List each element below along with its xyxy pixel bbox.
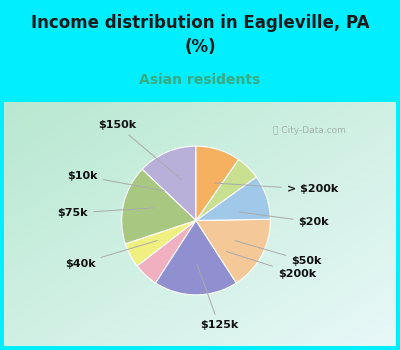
- Text: Asian residents: Asian residents: [139, 74, 261, 88]
- Text: $20k: $20k: [239, 212, 329, 227]
- Text: > $200k: > $200k: [215, 183, 338, 194]
- Wedge shape: [142, 146, 196, 220]
- Text: $200k: $200k: [226, 251, 316, 279]
- Text: $40k: $40k: [65, 240, 157, 269]
- Wedge shape: [196, 160, 256, 220]
- Wedge shape: [196, 146, 238, 220]
- Text: $75k: $75k: [58, 208, 154, 218]
- Wedge shape: [126, 220, 196, 266]
- Wedge shape: [196, 219, 270, 283]
- Text: $10k: $10k: [67, 171, 164, 191]
- Text: ⓘ City-Data.com: ⓘ City-Data.com: [273, 126, 346, 135]
- Wedge shape: [137, 220, 196, 283]
- Wedge shape: [156, 220, 236, 295]
- Wedge shape: [196, 177, 270, 220]
- Text: $125k: $125k: [197, 264, 238, 330]
- Text: Income distribution in Eagleville, PA
(%): Income distribution in Eagleville, PA (%…: [31, 14, 369, 56]
- Text: $150k: $150k: [98, 120, 182, 180]
- Wedge shape: [122, 169, 196, 244]
- Text: $50k: $50k: [235, 240, 322, 266]
